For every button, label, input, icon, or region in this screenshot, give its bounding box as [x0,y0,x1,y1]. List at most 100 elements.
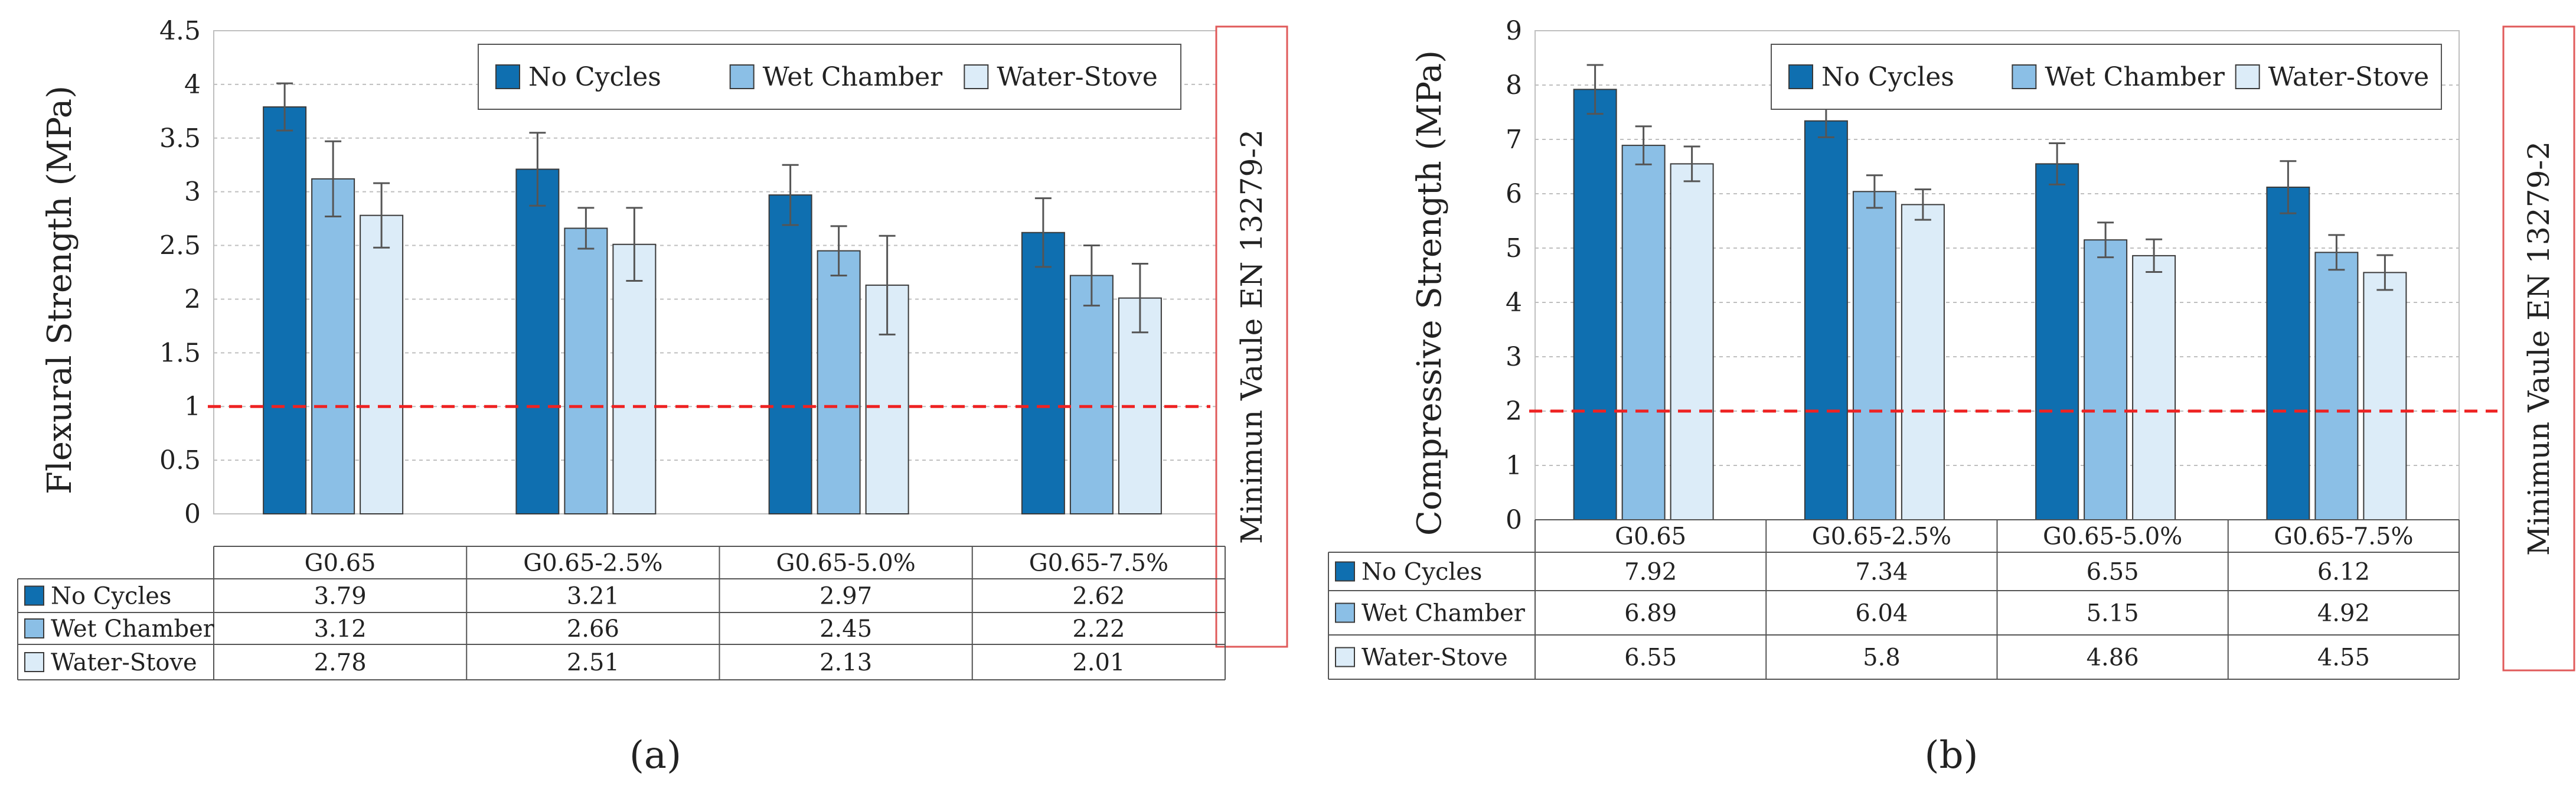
legend-label: Water-Stove [997,62,1157,92]
legend-label: Wet Chamber [2045,62,2225,92]
bar-water-stove [2132,255,2176,520]
minimum-value-note: Minimun Vaule EN 13279-2 [1235,129,1269,544]
y-tick-label: 4 [1506,288,1522,318]
x-category-label: G0.65 [1615,523,1686,550]
table-cell: 6.12 [2317,559,2370,586]
table-cell: 5.15 [2087,600,2139,627]
bar-wet-chamber [311,178,355,514]
table-cell: 3.12 [314,615,367,643]
table-series-name: No Cycles [1362,559,1482,586]
y-tick-label: 0 [184,499,201,529]
bar-wet-chamber [564,227,608,514]
panel-label: (a) [629,734,681,777]
bar-no-cycles [263,106,307,515]
table-cell: 6.89 [1624,600,1677,627]
table-cell: 6.04 [1855,600,1908,627]
bar-no-cycles [1021,232,1065,514]
legend-swatch [729,64,755,89]
bar-water-stove [1901,204,1945,520]
chart-panel-b: 0 1 2 3 4 5 6 7 8 9 Compressive Strength (MPa) Mini… [1328,16,2575,777]
y-tick-label: 4 [184,70,201,100]
table-cell: 2.45 [820,615,872,643]
legend-box [478,44,1181,110]
bar-wet-chamber [1069,275,1114,514]
y-tick-label: 9 [1506,16,1522,46]
y-tick-label: 0 [1506,505,1522,535]
bar-no-cycles [768,194,812,514]
x-category-label: G0.65-7.5% [1029,550,1168,577]
legend-label: Wet Chamber [763,62,943,92]
table-cell: 3.79 [314,583,367,610]
minimum-value-note: Minimun Vaule EN 13279-2 [2522,141,2556,556]
table-cell: 2.78 [314,649,367,676]
table-series-name: No Cycles [51,583,171,610]
x-category-label: G0.65-2.5% [523,550,662,577]
table-cell: 3.21 [567,583,619,610]
y-tick-label: 5 [1506,233,1522,263]
table-cell: 7.92 [1624,559,1677,586]
y-tick-label: 2 [184,284,201,314]
bar-water-stove [612,243,657,514]
y-tick-label: 3.5 [159,123,201,154]
y-tick-label: 3 [184,177,201,207]
x-category-label: G0.65 [305,550,376,577]
table-series-swatch [24,652,44,672]
bar-no-cycles [2266,186,2310,520]
table-series-swatch [1335,602,1355,623]
y-tick-label: 8 [1506,70,1522,100]
table-cell: 2.01 [1072,649,1125,676]
table-cell: 6.55 [2087,559,2139,586]
minimum-value-note-box [1215,25,1288,648]
table-cell: 5.8 [1863,644,1901,672]
y-tick-label: 0.5 [159,445,201,475]
legend-box [1771,44,2442,110]
bar-no-cycles [515,168,560,514]
bar-no-cycles [1804,120,1848,521]
legend-label: No Cycles [1821,62,1954,92]
legend-swatch [964,64,989,89]
table-series-name: Wet Chamber [1362,600,1526,627]
table-cell: 2.62 [1072,583,1125,610]
bar-water-stove [1670,163,1714,520]
y-tick-label: 6 [1506,179,1522,209]
table-series-swatch [24,585,44,606]
y-tick-label: 1 [184,392,201,422]
table-series-swatch [24,618,44,638]
table-series-name: Wet Chamber [51,615,215,643]
bar-no-cycles [2035,163,2079,520]
bar-wet-chamber [817,250,861,514]
legend-label: No Cycles [528,62,661,92]
table-series-swatch [1335,561,1355,582]
bar-water-stove [360,214,404,514]
y-tick-label: 2.5 [159,231,201,261]
legend-swatch [1788,64,1813,89]
bar-wet-chamber [1621,145,1666,520]
table-cell: 4.92 [2317,600,2370,627]
table-cell: 2.97 [820,583,872,610]
y-axis-title: Flexural Strength (MPa) [41,86,79,494]
legend-swatch [495,64,520,89]
x-category-label: G0.65-5.0% [776,550,916,577]
table-cell: 2.22 [1072,615,1125,643]
bar-wet-chamber [1852,191,1896,520]
table-cell: 7.34 [1855,559,1908,586]
table-cell: 4.86 [2087,644,2139,672]
minimum-value-note-box [2502,25,2575,672]
y-tick-label: 7 [1506,125,1522,155]
y-tick-label: 1.5 [159,338,201,368]
bar-water-stove [2363,272,2407,520]
bar-no-cycles [1573,89,1617,521]
y-tick-label: 2 [1506,396,1522,426]
y-tick-label: 3 [1506,342,1522,372]
table-cell: 4.55 [2317,644,2370,672]
table-cell: 2.66 [567,615,619,643]
table-cell: 6.55 [1624,644,1677,672]
table-series-swatch [1335,647,1355,667]
panel-label: (b) [1925,734,1978,777]
legend-label: Water-Stove [2268,62,2429,92]
y-tick-label: 1 [1506,451,1522,481]
table-series-name: Water-Stove [1362,644,1508,672]
table-cell: 2.13 [820,649,872,676]
legend-swatch [2235,64,2260,89]
